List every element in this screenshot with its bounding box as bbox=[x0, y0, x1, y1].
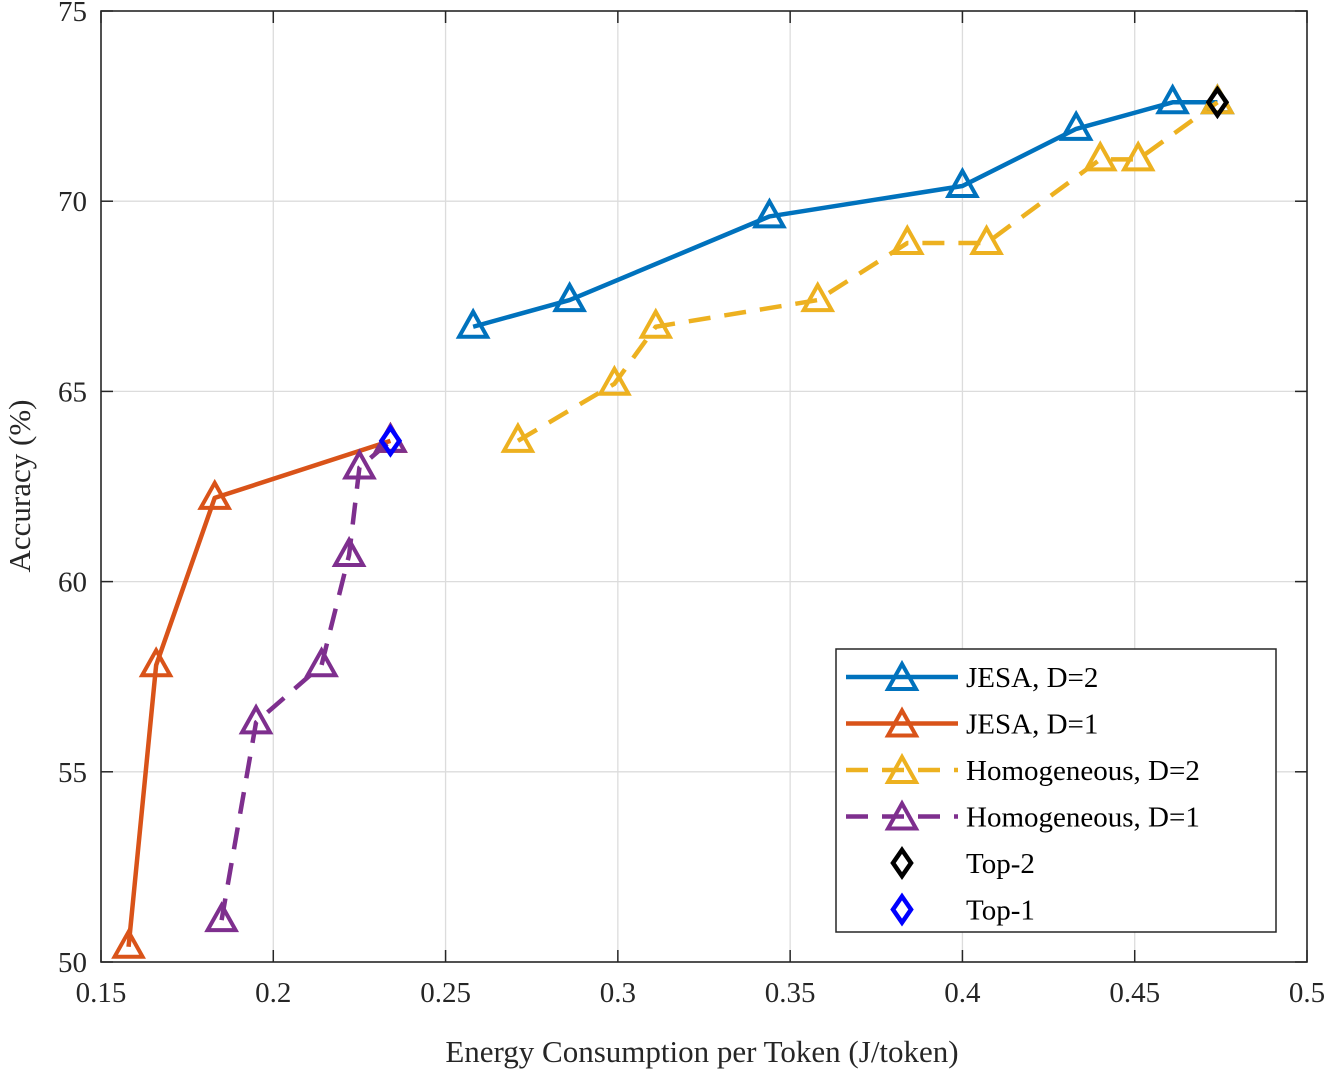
legend-label-top-2: Top-2 bbox=[966, 848, 1035, 880]
tick-labels: 0.15 0.2 0.25 0.3 0.35 0.4 0.45 0.5 50 55 60 65 70 75 bbox=[58, 0, 1325, 1009]
data-point-top-1 bbox=[378, 423, 403, 458]
series-line-homogeneous-d-1 bbox=[219, 439, 392, 921]
data-point-jesa-d-1 bbox=[197, 478, 233, 510]
x-tick-label: 0.2 bbox=[255, 977, 291, 1009]
data-point-homogeneous-d-2 bbox=[596, 364, 632, 396]
legend-marker-homogeneous-d-1 bbox=[884, 799, 920, 831]
y-tick-label: 60 bbox=[58, 567, 87, 599]
data-point-homogeneous-d-2 bbox=[500, 421, 536, 453]
series-line-homogeneous-d-2 bbox=[516, 100, 1219, 443]
y-tick-label: 70 bbox=[58, 186, 87, 218]
y-tick-label: 65 bbox=[58, 376, 87, 408]
legend-label-homogeneous-d-1: Homogeneous, D=1 bbox=[966, 802, 1200, 834]
x-tick-label: 0.45 bbox=[1109, 977, 1160, 1009]
data-point-homogeneous-d-2 bbox=[800, 281, 836, 313]
data-point-homogeneous-d-1 bbox=[238, 703, 274, 735]
legend-marker-homogeneous-d-2 bbox=[884, 752, 920, 784]
series-line-jesa-d-1 bbox=[126, 438, 392, 948]
x-tick-label: 0.4 bbox=[944, 977, 981, 1009]
data-point-homogeneous-d-1 bbox=[304, 646, 339, 678]
legend-marker-top-2 bbox=[890, 846, 914, 880]
x-tick-label: 0.15 bbox=[76, 977, 127, 1009]
data-point-homogeneous-d-1 bbox=[331, 535, 367, 567]
data-point-homogeneous-d-2 bbox=[1082, 140, 1118, 172]
plot-frame bbox=[100, 10, 1308, 963]
legend: JESA, D=2 JESA, D=1 Homogeneous, D=2 Homoge… bbox=[835, 648, 1277, 933]
legend-marker-jesa-d-2 bbox=[884, 659, 920, 691]
series-layer bbox=[111, 83, 1235, 959]
y-tick-label: 50 bbox=[58, 947, 87, 979]
y-tick-label: 75 bbox=[58, 0, 87, 28]
axes bbox=[100, 10, 1308, 963]
data-point-homogeneous-d-2 bbox=[969, 223, 1004, 256]
legend-marker-top-1 bbox=[890, 892, 914, 927]
legend-box bbox=[835, 648, 1277, 933]
x-tick-label: 0.3 bbox=[600, 977, 636, 1009]
data-point-jesa-d-2 bbox=[1058, 109, 1094, 141]
x-tick-label: 0.25 bbox=[420, 977, 471, 1009]
legend-label-top-1: Top-1 bbox=[966, 895, 1035, 927]
y-axis-title: Accuracy (%) bbox=[2, 400, 37, 573]
legend-label-jesa-d-1: JESA, D=1 bbox=[966, 709, 1098, 741]
data-point-top-2 bbox=[1205, 85, 1230, 120]
data-point-jesa-d-2 bbox=[752, 197, 787, 229]
data-point-homogeneous-d-1 bbox=[342, 448, 377, 480]
data-point-jesa-d-2 bbox=[1155, 83, 1191, 115]
x-axis-title: Energy Consumption per Token (J/token) bbox=[445, 1034, 958, 1069]
data-point-jesa-d-1 bbox=[111, 927, 146, 959]
data-point-homogeneous-d-2 bbox=[638, 307, 674, 339]
data-point-jesa-d-2 bbox=[552, 281, 588, 313]
x-tick-label: 0.35 bbox=[765, 977, 816, 1009]
data-point-homogeneous-d-2 bbox=[889, 223, 925, 256]
y-tick-label: 55 bbox=[58, 757, 87, 789]
data-point-homogeneous-d-2 bbox=[1120, 140, 1156, 172]
data-point-jesa-d-1 bbox=[138, 646, 174, 678]
data-point-jesa-d-2 bbox=[945, 166, 980, 198]
legend-marker-jesa-d-1 bbox=[884, 706, 920, 738]
data-point-jesa-d-2 bbox=[455, 307, 491, 339]
series-line-jesa-d-2 bbox=[472, 100, 1218, 329]
x-tick-label: 0.5 bbox=[1289, 977, 1325, 1009]
data-point-homogeneous-d-1 bbox=[204, 901, 240, 933]
legend-label-homogeneous-d-2: Homogeneous, D=2 bbox=[966, 755, 1200, 787]
legend-label-jesa-d-2: JESA, D=2 bbox=[966, 662, 1098, 694]
